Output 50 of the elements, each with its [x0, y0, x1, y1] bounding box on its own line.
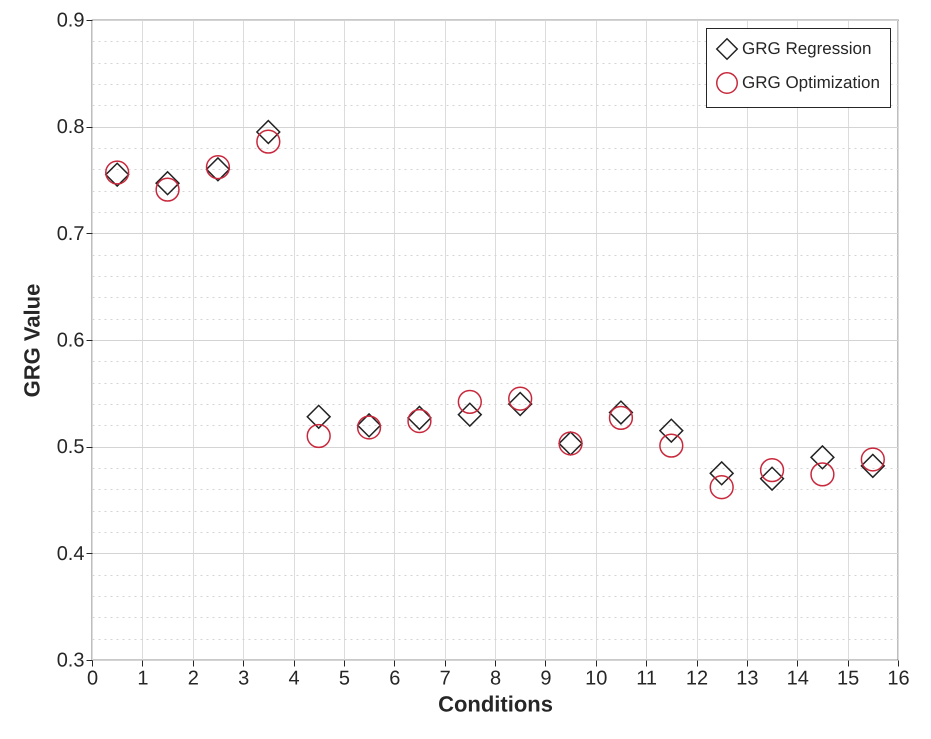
point: [710, 461, 734, 486]
point: [608, 406, 634, 430]
x-tick-label: 16: [887, 668, 910, 690]
point: [810, 462, 835, 487]
point: [256, 129, 280, 154]
point: [608, 400, 634, 425]
y-tick-label: 0.3: [56, 650, 84, 672]
point: [155, 171, 180, 196]
y-tick-label: 0.4: [56, 542, 84, 565]
point: [659, 418, 684, 443]
y-tick-label: 0.6: [56, 330, 84, 352]
x-tick-label: 6: [389, 668, 400, 690]
point: [306, 404, 331, 429]
point: [508, 392, 532, 416]
legend-label: GRG Optimization: [742, 73, 880, 92]
point: [256, 120, 280, 144]
x-tick-label: 10: [585, 668, 608, 690]
x-tick-label: 15: [837, 668, 860, 690]
x-tick-label: 3: [238, 668, 250, 690]
point: [710, 475, 734, 500]
y-tick-label: 0.5: [56, 436, 84, 458]
point: [760, 466, 784, 491]
x-tick-label: 1: [137, 668, 148, 690]
x-tick-label: 5: [338, 668, 350, 690]
point: [760, 458, 784, 482]
point: [155, 177, 180, 202]
x-tick-label: 11: [636, 668, 658, 690]
x-axis-title: Conditions: [438, 692, 553, 716]
x-tick-label: 9: [540, 668, 552, 690]
x-tick-label: 7: [440, 668, 451, 690]
x-tick-label: 12: [686, 668, 708, 690]
x-tick-label: 13: [736, 668, 758, 690]
point: [860, 454, 885, 478]
x-tick-label: 4: [288, 668, 300, 690]
y-tick-label: 0.8: [56, 116, 84, 138]
y-axis-title: GRG Value: [20, 284, 45, 398]
y-tick-label: 0.9: [56, 10, 84, 32]
x-tick-label: 0: [86, 668, 98, 690]
point: [458, 390, 482, 414]
legend-label: GRG Regression: [742, 39, 872, 58]
point: [306, 424, 331, 448]
y-tick-label: 0.7: [56, 222, 84, 245]
x-tick-label: 8: [490, 668, 502, 690]
point: [508, 386, 532, 411]
point: [860, 447, 885, 472]
x-tick-label: 2: [188, 668, 199, 690]
point: [810, 445, 835, 470]
point: [659, 433, 684, 458]
point: [458, 402, 482, 427]
x-tick-label: 14: [786, 668, 809, 690]
